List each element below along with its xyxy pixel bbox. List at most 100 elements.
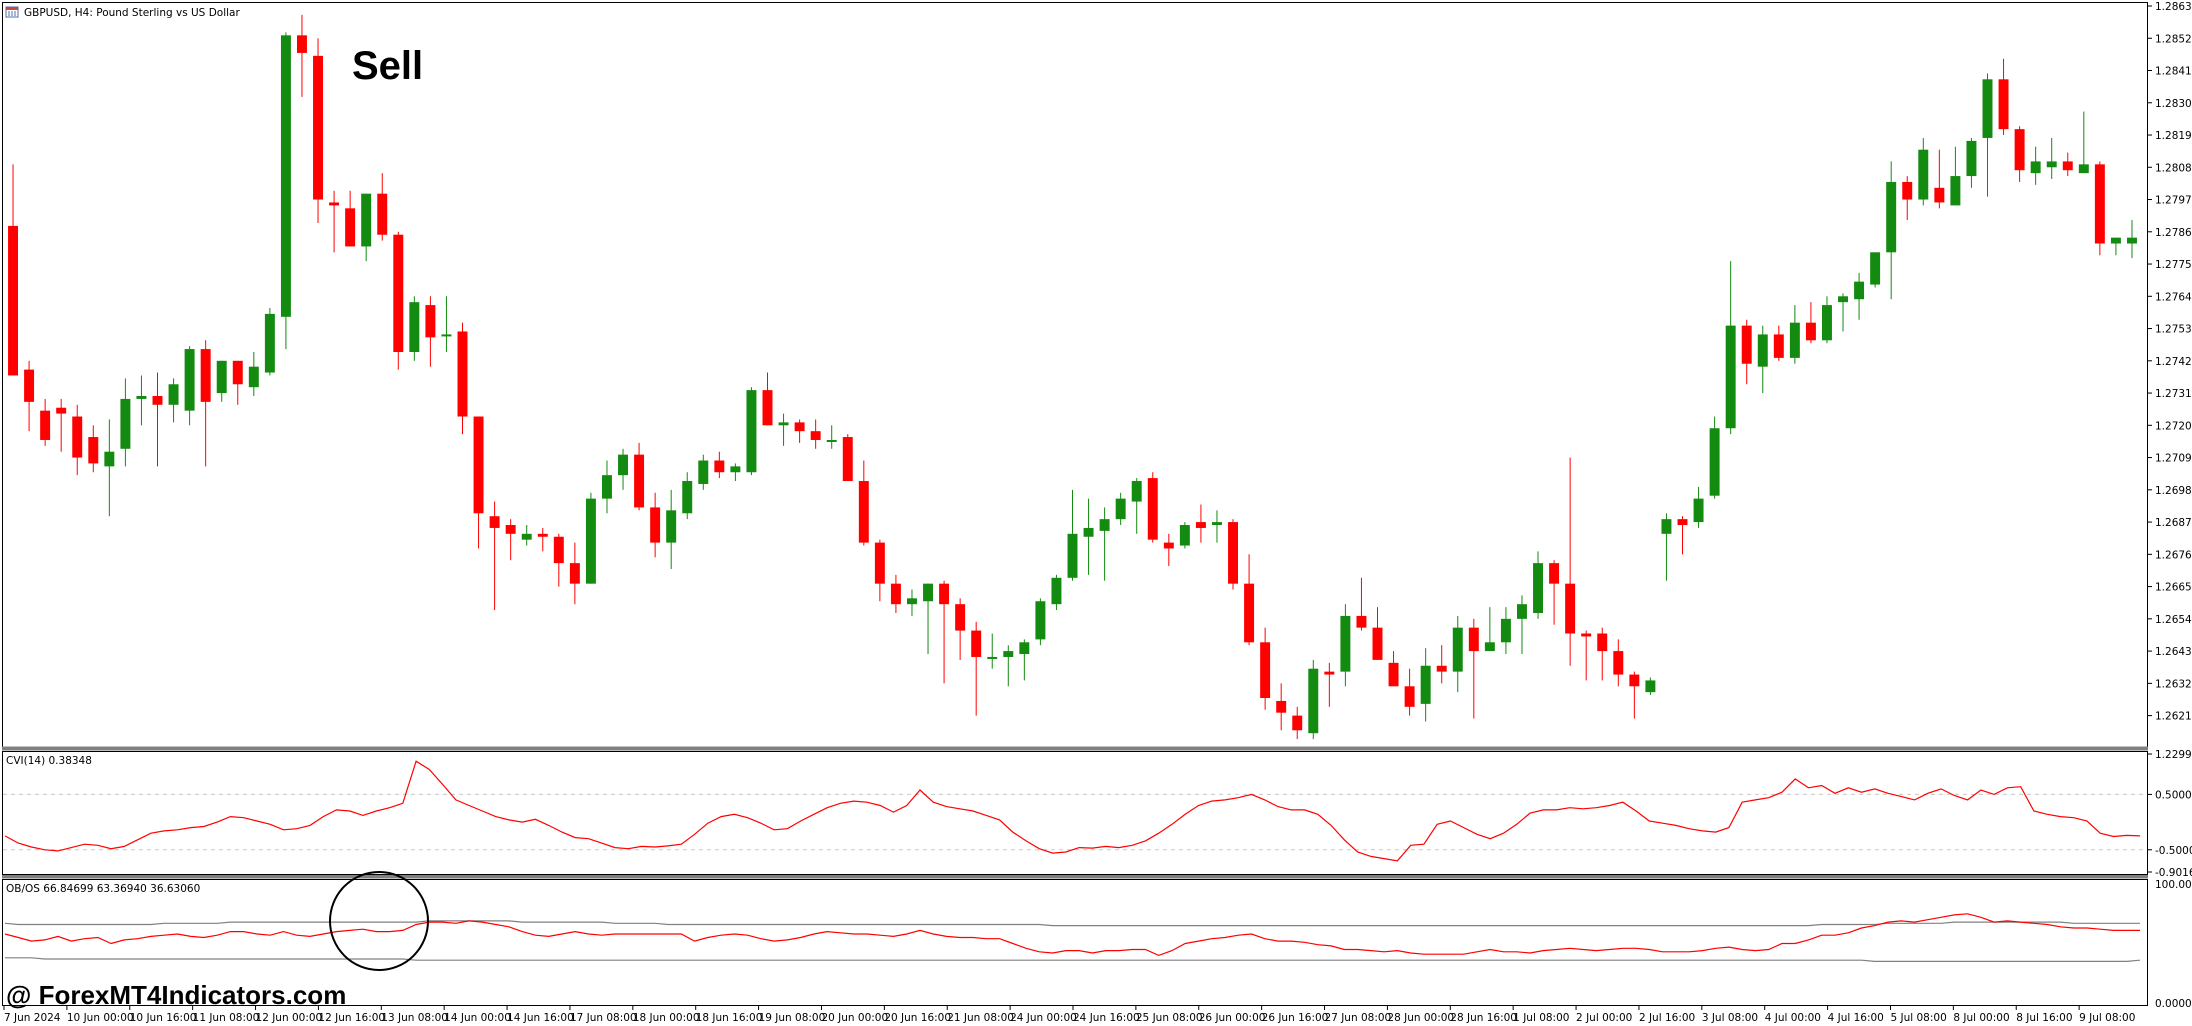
- price-tick-label: 1.28410: [2155, 66, 2192, 78]
- candle: [762, 372, 773, 426]
- candle: [473, 416, 484, 549]
- candle-body: [1244, 583, 1255, 643]
- candle-body: [826, 439, 837, 442]
- candle: [441, 296, 452, 353]
- candle-body: [40, 410, 51, 440]
- candle-body: [2078, 164, 2089, 174]
- candle: [1195, 504, 1206, 543]
- candle: [1452, 615, 1463, 693]
- candle-body: [762, 390, 773, 426]
- time-tick-label: 5 Jul 08:00: [1890, 1012, 1946, 1024]
- price-tick-label: 1.26320: [2155, 678, 2192, 690]
- time-tick-label: 24 Jun 00:00: [1010, 1012, 1077, 1024]
- candle-body: [104, 451, 115, 467]
- price-tick-label: 1.26430: [2155, 646, 2192, 658]
- price-axis[interactable]: 1.28630 1.28520 1.28410 1.28300 1.28190 1.280…: [2148, 1, 2192, 723]
- candle: [1950, 146, 1961, 206]
- time-tick-label: 14 Jun 00:00: [444, 1012, 511, 1024]
- candle: [842, 434, 853, 482]
- candle: [1725, 261, 1736, 435]
- candle: [1549, 560, 1560, 625]
- candle-body: [714, 460, 725, 473]
- obos-line: [4, 913, 2140, 957]
- main-pane-frame: [2, 2, 2148, 748]
- candle-body: [1902, 181, 1913, 200]
- candle-body: [1035, 601, 1046, 640]
- candle: [1340, 604, 1351, 687]
- time-tick-label: 4 Jul 00:00: [1765, 1012, 1821, 1024]
- candle: [345, 190, 356, 247]
- candle-body: [1757, 334, 1768, 367]
- time-tick-label: 9 Jul 08:00: [2079, 1012, 2135, 1024]
- candle-body: [1260, 642, 1271, 699]
- candle: [553, 533, 564, 587]
- candle-body: [955, 604, 966, 631]
- candle: [2062, 152, 2073, 177]
- candle-body: [537, 533, 548, 537]
- candle: [329, 190, 340, 253]
- candle: [56, 398, 67, 452]
- obos-lower-band: [5, 957, 2141, 963]
- candle: [746, 387, 757, 476]
- candle-body: [1099, 519, 1110, 531]
- candle-body: [489, 516, 500, 528]
- candle: [1677, 516, 1688, 555]
- cvi-tick-label: 0.50000: [2155, 789, 2192, 801]
- candle: [1324, 662, 1335, 707]
- price-tick-label: 1.27090: [2155, 453, 2192, 465]
- candle-body: [1677, 519, 1688, 526]
- candle-body: [698, 460, 709, 484]
- obos-tick-label: 100.00000: [2155, 879, 2192, 891]
- time-tick-label: 12 Jun 00:00: [256, 1012, 323, 1024]
- candle: [1805, 302, 1816, 344]
- time-tick-label: 8 Jul 16:00: [2016, 1012, 2072, 1024]
- price-tick-label: 1.28190: [2155, 130, 2192, 142]
- candle-body: [1131, 481, 1142, 502]
- candle-body: [1019, 642, 1030, 655]
- candle-body: [1163, 542, 1174, 549]
- time-tick-label: 28 Jun 00:00: [1387, 1012, 1454, 1024]
- candle-body: [682, 481, 693, 514]
- highlight-circle: [329, 871, 429, 971]
- candle-body: [1645, 680, 1656, 693]
- candle: [1709, 416, 1720, 499]
- candle: [1629, 671, 1640, 719]
- candle: [136, 375, 147, 426]
- candle-body: [264, 313, 275, 373]
- candle: [1292, 706, 1303, 740]
- candle-body: [1003, 651, 1014, 657]
- candle-body: [1420, 665, 1431, 704]
- candle-body: [313, 55, 324, 200]
- candle-body: [1228, 522, 1239, 584]
- candle-body: [1805, 322, 1816, 341]
- candle: [1163, 533, 1174, 567]
- candle: [634, 442, 645, 511]
- candle: [24, 360, 35, 432]
- candle-body: [585, 498, 596, 584]
- time-tick-label: 28 Jun 16:00: [1450, 1012, 1517, 1024]
- candle-body: [56, 407, 67, 414]
- candle: [1436, 645, 1447, 684]
- candle: [1533, 551, 1544, 619]
- candle-body: [2062, 161, 2073, 171]
- candle: [1388, 651, 1399, 687]
- time-tick-label: 10 Jun 16:00: [130, 1012, 197, 1024]
- candle: [489, 501, 500, 611]
- candle-body: [1741, 325, 1752, 364]
- price-tick-label: 1.27530: [2155, 324, 2192, 336]
- time-tick-label: 21 Jun 08:00: [947, 1012, 1014, 1024]
- candle: [168, 378, 179, 423]
- candle-body: [1821, 305, 1832, 341]
- time-tick-label: 11 Jun 08:00: [193, 1012, 260, 1024]
- candle: [1934, 149, 1945, 209]
- candle: [1003, 645, 1014, 687]
- candle-body: [1661, 519, 1672, 534]
- candle-body: [2030, 161, 2041, 174]
- candle: [1083, 498, 1094, 575]
- candle: [1565, 457, 1576, 666]
- sell-signal-label: Sell: [352, 44, 423, 88]
- candle: [1051, 574, 1062, 611]
- candle: [120, 378, 131, 467]
